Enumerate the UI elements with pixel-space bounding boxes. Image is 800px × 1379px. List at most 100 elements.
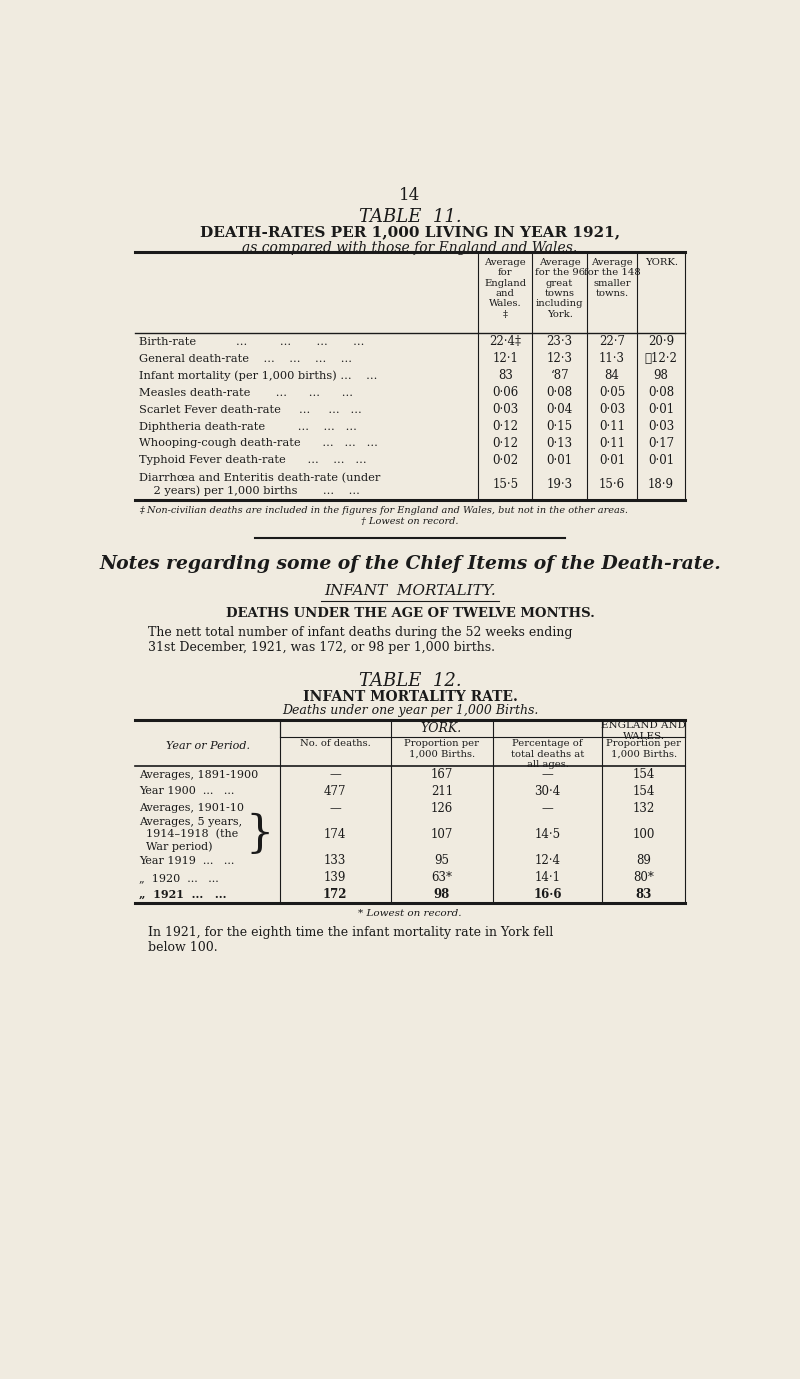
Text: Notes regarding some of the Chief Items of the Death-rate.: Notes regarding some of the Chief Items … [99, 556, 721, 574]
Text: TABLE  11.: TABLE 11. [358, 208, 462, 226]
Text: as compared with those for England and Wales.: as compared with those for England and W… [242, 241, 578, 255]
Text: Measles death-rate       ...      ...      ...: Measles death-rate ... ... ... [138, 387, 353, 397]
Text: Average
for
England
and
Wales.
‡: Average for England and Wales. ‡ [484, 258, 526, 319]
Text: INFANT  MORTALITY.: INFANT MORTALITY. [324, 585, 496, 598]
Text: Birth-rate           ...         ...       ...       ...: Birth-rate ... ... ... ... [138, 336, 364, 346]
Text: 0·01: 0·01 [648, 403, 674, 416]
Text: 30·4: 30·4 [534, 785, 561, 798]
Text: ‘87: ‘87 [550, 370, 569, 382]
Text: 83: 83 [635, 888, 652, 900]
Text: 12·1: 12·1 [492, 352, 518, 365]
Text: 98: 98 [434, 888, 450, 900]
Text: 0·01: 0·01 [546, 454, 573, 467]
Text: 89: 89 [636, 854, 651, 867]
Text: „  1920  ...   ...: „ 1920 ... ... [138, 873, 218, 883]
Text: In 1921, for the eighth time the infant mortality rate in York fell
below 100.: In 1921, for the eighth time the infant … [148, 927, 554, 954]
Text: 167: 167 [430, 768, 453, 781]
Text: 126: 126 [430, 803, 453, 815]
Text: }: } [246, 814, 274, 856]
Text: 107: 107 [430, 829, 453, 841]
Text: 15·6: 15·6 [599, 477, 625, 491]
Text: 15·5: 15·5 [492, 477, 518, 491]
Text: 12·4: 12·4 [534, 854, 561, 867]
Text: 133: 133 [324, 854, 346, 867]
Text: Averages, 1891-1900: Averages, 1891-1900 [138, 769, 258, 779]
Text: Proportion per
1,000 Births.: Proportion per 1,000 Births. [606, 739, 681, 758]
Text: ✒12·2: ✒12·2 [645, 352, 678, 365]
Text: 95: 95 [434, 854, 450, 867]
Text: Whooping-cough death-rate      ...   ...   ...: Whooping-cough death-rate ... ... ... [138, 439, 378, 448]
Text: 14·1: 14·1 [534, 872, 561, 884]
Text: 0·08: 0·08 [546, 386, 573, 399]
Text: Scarlet Fever death-rate     ...     ...   ...: Scarlet Fever death-rate ... ... ... [138, 404, 362, 415]
Text: 63*: 63* [431, 872, 452, 884]
Text: 154: 154 [633, 785, 655, 798]
Text: 0·08: 0·08 [648, 386, 674, 399]
Text: 154: 154 [633, 768, 655, 781]
Text: 22·7: 22·7 [599, 335, 625, 349]
Text: 0·13: 0·13 [546, 437, 573, 450]
Text: 0·05: 0·05 [598, 386, 625, 399]
Text: 139: 139 [324, 872, 346, 884]
Text: YORK.: YORK. [420, 723, 462, 735]
Text: Year 1900  ...   ...: Year 1900 ... ... [138, 786, 234, 797]
Text: 172: 172 [323, 888, 347, 900]
Text: DEATH-RATES PER 1,000 LIVING IN YEAR 1921,: DEATH-RATES PER 1,000 LIVING IN YEAR 192… [200, 226, 620, 240]
Text: 0·01: 0·01 [648, 454, 674, 467]
Text: Diarrhœa and Enteritis death-rate (under
    2 years) per 1,000 births       ...: Diarrhœa and Enteritis death-rate (under… [138, 473, 380, 495]
Text: Percentage of
total deaths at
all ages.: Percentage of total deaths at all ages. [511, 739, 584, 769]
Text: 0·03: 0·03 [648, 421, 674, 433]
Text: Averages, 5 years,
  1914–1918  (the
  War period): Averages, 5 years, 1914–1918 (the War pe… [138, 818, 242, 852]
Text: Average
for the 96
great
towns
including
York.: Average for the 96 great towns including… [534, 258, 585, 319]
Text: Year or Period.: Year or Period. [166, 742, 250, 752]
Text: 14·5: 14·5 [534, 829, 561, 841]
Text: 0·03: 0·03 [598, 403, 625, 416]
Text: * Lowest on record.: * Lowest on record. [358, 909, 462, 918]
Text: 84: 84 [605, 370, 619, 382]
Text: The nett total number of infant deaths during the 52 weeks ending
31st December,: The nett total number of infant deaths d… [148, 626, 573, 654]
Text: † Lowest on record.: † Lowest on record. [362, 517, 458, 527]
Text: 0·04: 0·04 [546, 403, 573, 416]
Text: 174: 174 [324, 829, 346, 841]
Text: 20·9: 20·9 [648, 335, 674, 349]
Text: Diphtheria death-rate         ...    ...   ...: Diphtheria death-rate ... ... ... [138, 422, 357, 432]
Text: 0·12: 0·12 [492, 421, 518, 433]
Text: 16·6: 16·6 [534, 888, 562, 900]
Text: 22·4‡: 22·4‡ [490, 335, 522, 349]
Text: —: — [542, 768, 554, 781]
Text: 0·11: 0·11 [599, 421, 625, 433]
Text: 0·17: 0·17 [648, 437, 674, 450]
Text: —: — [330, 803, 341, 815]
Text: 0·06: 0·06 [492, 386, 518, 399]
Text: TABLE  12.: TABLE 12. [358, 672, 462, 690]
Text: 0·11: 0·11 [599, 437, 625, 450]
Text: Proportion per
1,000 Births.: Proportion per 1,000 Births. [404, 739, 479, 758]
Text: 19·3: 19·3 [546, 477, 573, 491]
Text: Infant mortality (per 1,000 births) ...    ...: Infant mortality (per 1,000 births) ... … [138, 371, 377, 381]
Text: 477: 477 [324, 785, 346, 798]
Text: Deaths under one year per 1,000 Births.: Deaths under one year per 1,000 Births. [282, 705, 538, 717]
Text: No. of deaths.: No. of deaths. [300, 739, 370, 749]
Text: 0·02: 0·02 [492, 454, 518, 467]
Text: Typhoid Fever death-rate      ...    ...   ...: Typhoid Fever death-rate ... ... ... [138, 455, 366, 465]
Text: 0·15: 0·15 [546, 421, 573, 433]
Text: 83: 83 [498, 370, 513, 382]
Text: 211: 211 [430, 785, 453, 798]
Text: ‡ Non-civilian deaths are included in the figures for England and Wales, but not: ‡ Non-civilian deaths are included in th… [138, 506, 628, 514]
Text: DEATHS UNDER THE AGE OF TWELVE MONTHS.: DEATHS UNDER THE AGE OF TWELVE MONTHS. [226, 608, 594, 621]
Text: 0·03: 0·03 [492, 403, 518, 416]
Text: „  1921  ...   ...: „ 1921 ... ... [138, 889, 226, 900]
Text: 23·3: 23·3 [546, 335, 573, 349]
Text: 100: 100 [633, 829, 655, 841]
Text: Average
for the 148
smaller
towns.: Average for the 148 smaller towns. [583, 258, 640, 298]
Text: YORK.: YORK. [645, 258, 678, 268]
Text: 98: 98 [654, 370, 669, 382]
Text: General death-rate    ...    ...    ...    ...: General death-rate ... ... ... ... [138, 354, 352, 364]
Text: 12·3: 12·3 [546, 352, 573, 365]
Text: 0·12: 0·12 [492, 437, 518, 450]
Text: 132: 132 [633, 803, 654, 815]
Text: Averages, 1901-10: Averages, 1901-10 [138, 804, 244, 814]
Text: —: — [330, 768, 341, 781]
Text: 80*: 80* [634, 872, 654, 884]
Text: —: — [542, 803, 554, 815]
